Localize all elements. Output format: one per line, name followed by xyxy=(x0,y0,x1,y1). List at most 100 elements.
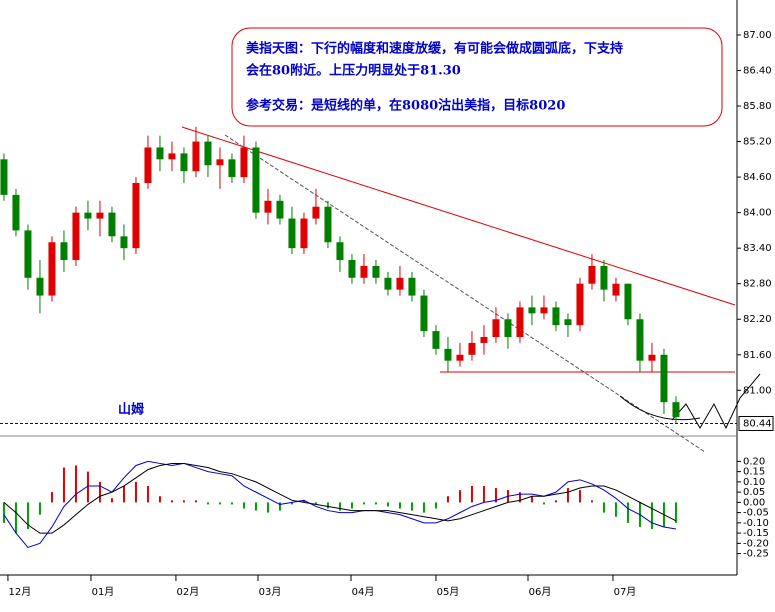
y-tick-label: -0.05 xyxy=(743,508,769,519)
candle-body xyxy=(276,200,284,219)
candle-body xyxy=(204,141,212,166)
y-tick-label: 85.80 xyxy=(743,101,772,112)
candle-body xyxy=(336,242,344,261)
candle-body xyxy=(456,354,464,361)
x-tick-label: 06月 xyxy=(529,586,552,598)
candle-body xyxy=(288,218,296,249)
y-tick-label: -0.10 xyxy=(743,518,769,529)
candle-body xyxy=(516,307,524,338)
candle-body xyxy=(156,147,164,160)
x-tick-label: 03月 xyxy=(259,586,282,598)
candle-body xyxy=(636,319,644,361)
x-tick-label: 02月 xyxy=(177,586,200,598)
candle-body xyxy=(600,265,608,290)
y-tick-label: 82.80 xyxy=(743,279,772,290)
y-tick-label: 83.40 xyxy=(743,243,772,254)
candle-body xyxy=(576,283,584,326)
candle-body xyxy=(432,331,440,349)
candle-body xyxy=(408,277,416,296)
y-tick-label: -0.25 xyxy=(743,549,769,560)
candle-body xyxy=(372,265,380,278)
y-tick-label: 82.20 xyxy=(743,314,772,325)
candle-body xyxy=(96,212,104,219)
y-tick-label: 84.00 xyxy=(743,208,772,219)
candle-body xyxy=(48,242,56,296)
macd-line xyxy=(3,462,677,534)
y-tick-label: 85.20 xyxy=(743,137,772,148)
y-tick-label: -0.15 xyxy=(743,528,769,539)
y-tick-label: 87.00 xyxy=(743,30,772,41)
candle-body xyxy=(396,277,404,290)
candle-body xyxy=(588,265,596,284)
x-tick-label: 05月 xyxy=(437,586,460,598)
candle-body xyxy=(492,319,500,338)
annotation: 参考交易：是短线的单，在8080沽出美指，目标8020 xyxy=(246,98,565,114)
candle-body xyxy=(192,141,200,172)
candle-body xyxy=(264,200,272,213)
candle-body xyxy=(528,307,536,314)
macd-line xyxy=(3,460,677,549)
candle-body xyxy=(144,147,152,184)
candle-body xyxy=(180,153,188,172)
candle-body xyxy=(660,354,668,403)
candle-body xyxy=(324,206,332,243)
candle-body xyxy=(24,230,32,278)
candle-body xyxy=(648,354,656,361)
y-tick-label: 84.60 xyxy=(743,172,772,183)
candle-body xyxy=(420,295,428,332)
x-tick-label: 04月 xyxy=(352,586,375,598)
candle-body xyxy=(168,153,176,160)
candle-body xyxy=(84,212,92,219)
last-price-label: 80.44 xyxy=(743,418,772,429)
x-tick-label: 01月 xyxy=(92,586,115,598)
y-tick-label: 81.60 xyxy=(743,350,772,361)
candle-body xyxy=(0,159,8,195)
candle-body xyxy=(132,183,140,249)
y-tick-label: 0.20 xyxy=(743,456,765,467)
zigzag xyxy=(671,373,761,430)
y-tick-label: 0.00 xyxy=(743,497,765,508)
y-tick-label: 86.40 xyxy=(743,65,772,76)
candle-body xyxy=(120,236,128,249)
annotation: 美指天图：下行的幅度和速度放缓，有可能会做成圆弧底，下支持 xyxy=(246,41,623,57)
candle-body xyxy=(612,283,620,296)
annotation-box xyxy=(231,27,723,127)
y-tick-label: 0.15 xyxy=(743,467,765,478)
annotation: 会在80附近。上压力明显处于81.30 xyxy=(246,63,461,79)
y-tick-label: 0.05 xyxy=(743,487,765,498)
candle-body xyxy=(444,348,452,361)
candle-body xyxy=(252,147,260,213)
candle-body xyxy=(468,342,476,355)
candle-body xyxy=(672,402,680,417)
x-tick-label: 07月 xyxy=(614,586,637,598)
y-tick-label: 0.10 xyxy=(743,477,765,488)
candle-body xyxy=(360,265,368,278)
candle-body xyxy=(36,277,44,296)
candle-body xyxy=(624,283,632,320)
signature: 山姆 xyxy=(118,402,144,418)
candle-body xyxy=(228,159,236,178)
candle-body xyxy=(72,212,80,261)
candle-body xyxy=(60,242,68,261)
candle-body xyxy=(12,194,20,231)
x-tick-label: 12月 xyxy=(9,586,32,598)
candle-body xyxy=(348,260,356,278)
candle-body xyxy=(552,307,560,326)
candle-body xyxy=(108,212,116,237)
candle-body xyxy=(240,147,248,178)
y-tick-label: -0.20 xyxy=(743,538,769,549)
resistance-line xyxy=(181,126,736,306)
candle-body xyxy=(312,206,320,219)
candle-body xyxy=(480,337,488,343)
candle-body xyxy=(564,319,572,326)
candle-body xyxy=(384,277,392,290)
last-price-box xyxy=(738,415,774,431)
candle-body xyxy=(504,319,512,338)
candle-body xyxy=(540,307,548,314)
arc-bottom xyxy=(619,395,701,421)
candle-body xyxy=(300,218,308,249)
y-tick-label: 81.00 xyxy=(743,385,772,396)
candle-body xyxy=(216,159,224,166)
